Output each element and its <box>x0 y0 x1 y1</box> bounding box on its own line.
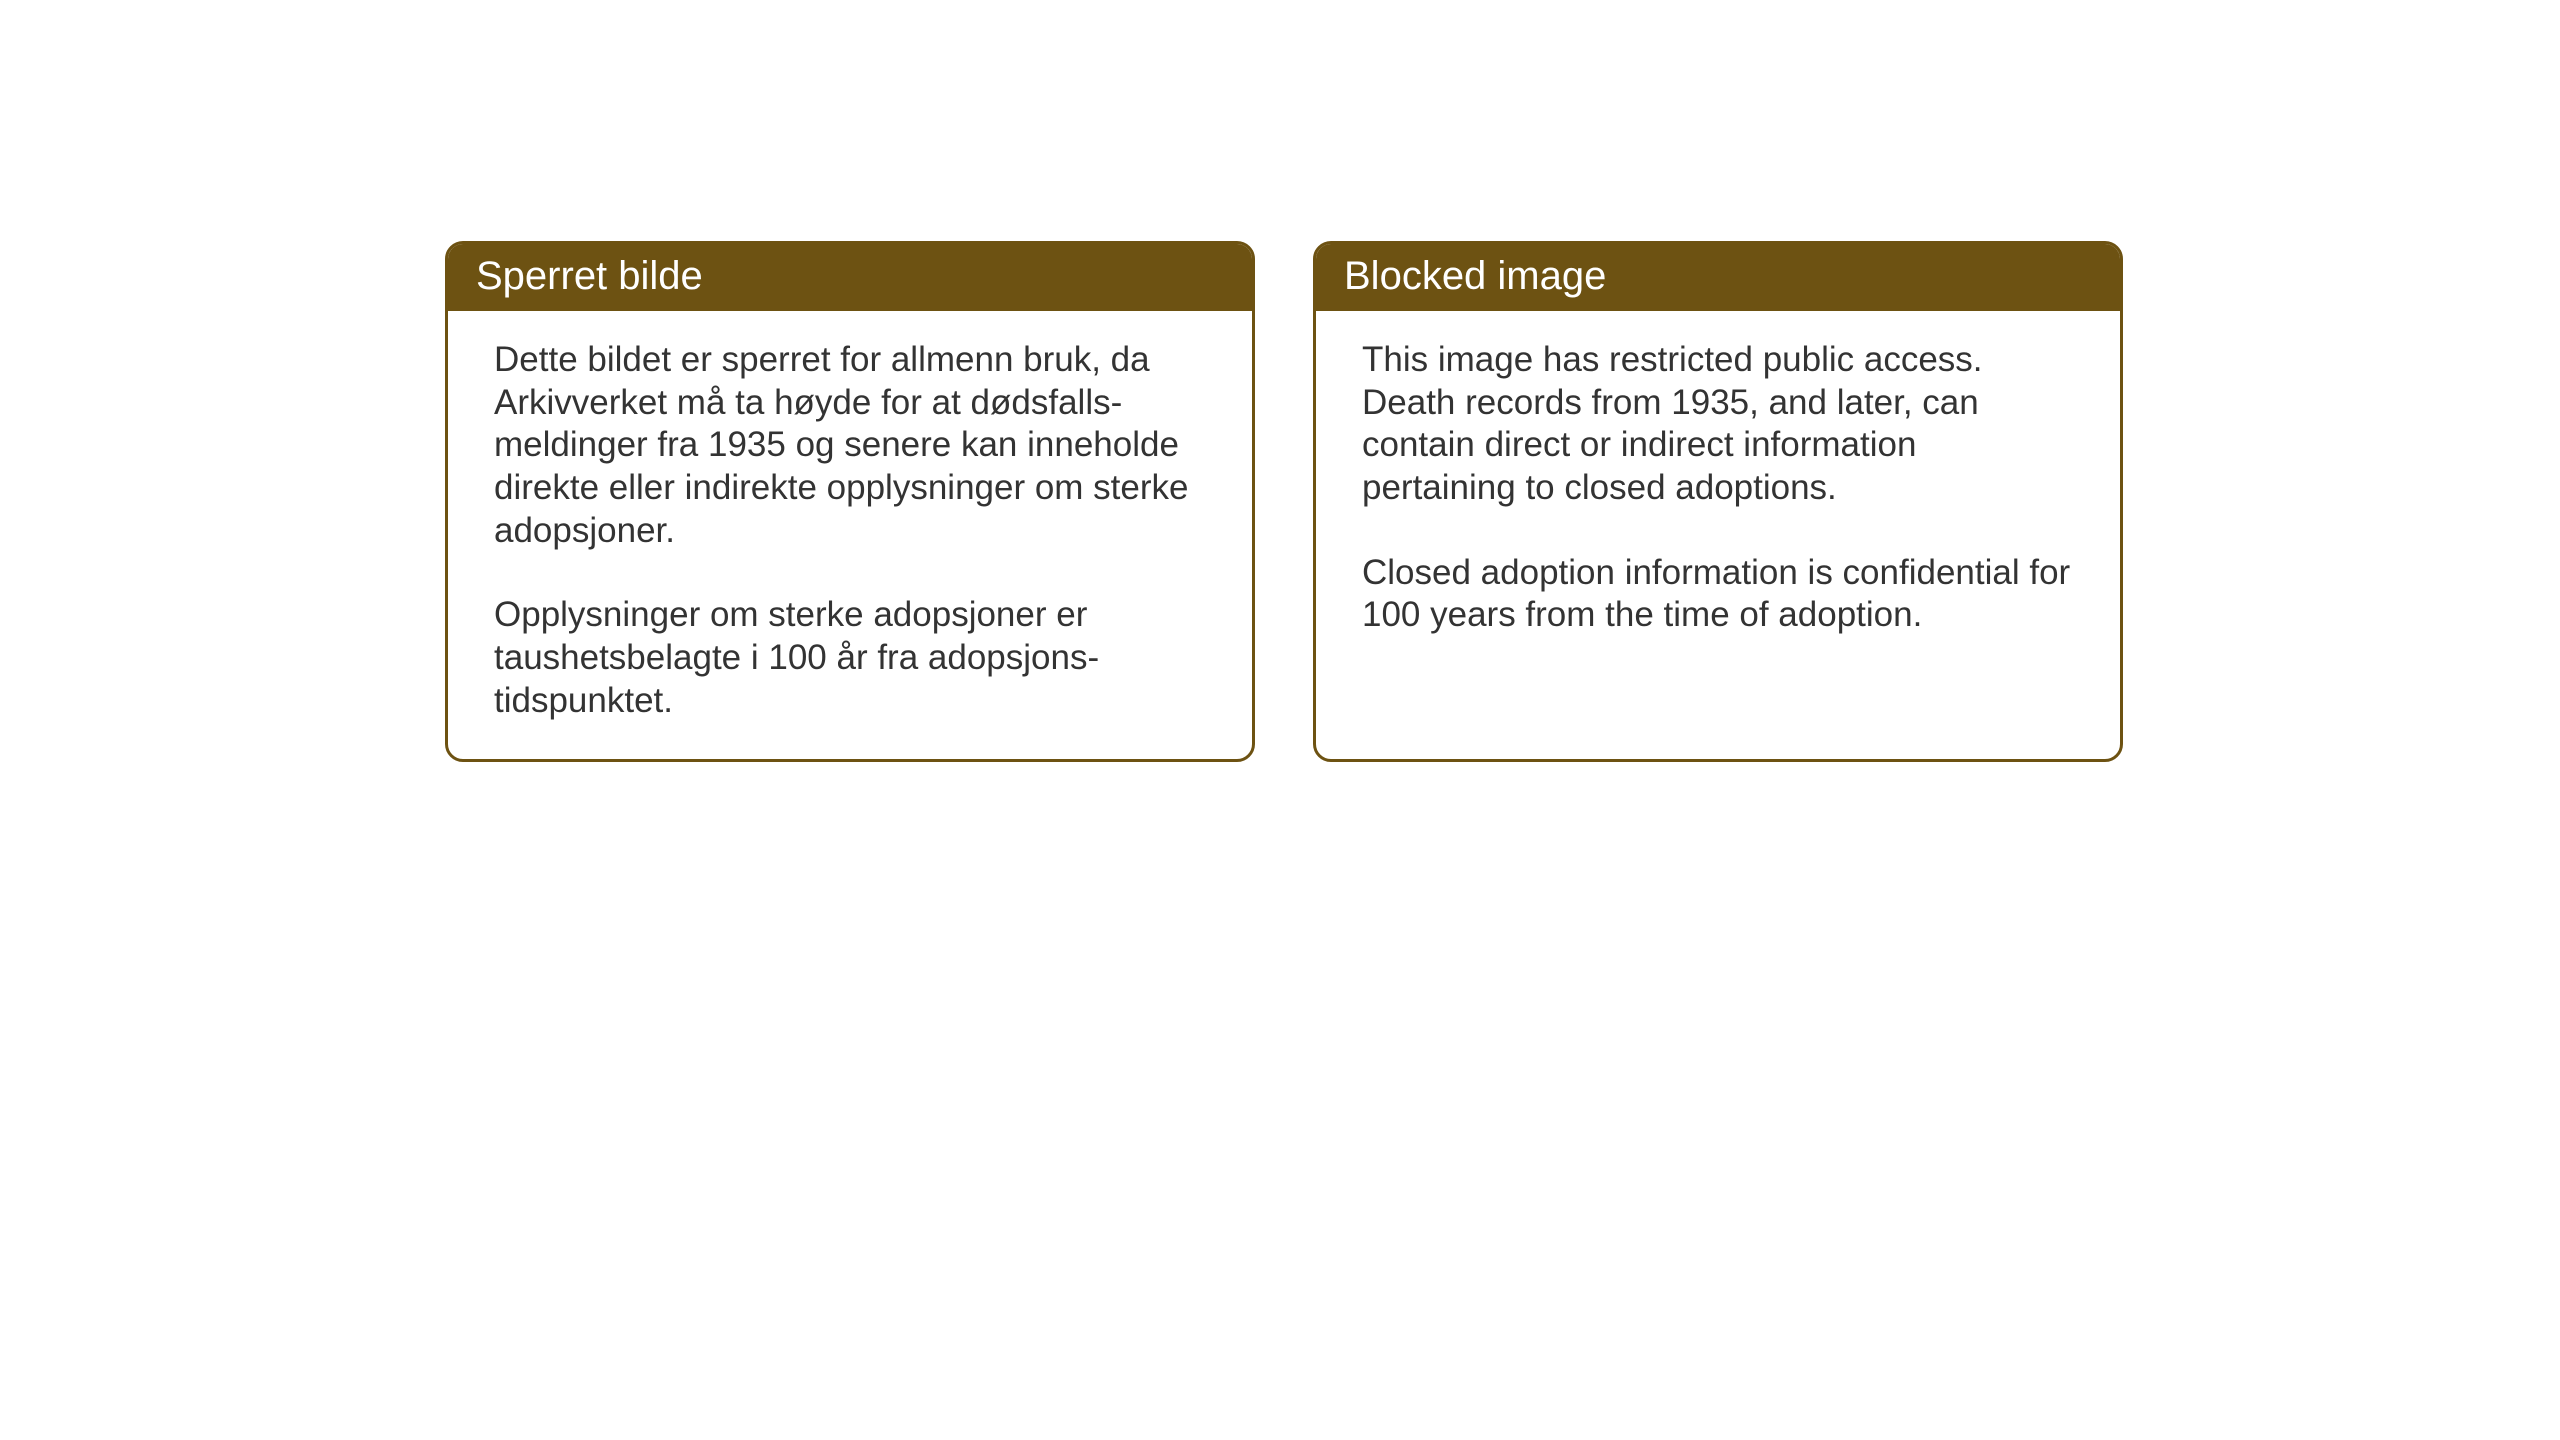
notice-container: Sperret bilde Dette bildet er sperret fo… <box>445 241 2123 762</box>
notice-card-english: Blocked image This image has restricted … <box>1313 241 2123 762</box>
paragraph-norwegian-1: Dette bildet er sperret for allmenn bruk… <box>494 339 1210 552</box>
card-body-english: This image has restricted public access.… <box>1316 311 2120 715</box>
paragraph-english-2: Closed adoption information is confident… <box>1362 552 2078 637</box>
card-header-norwegian: Sperret bilde <box>448 244 1252 311</box>
notice-card-norwegian: Sperret bilde Dette bildet er sperret fo… <box>445 241 1255 762</box>
paragraph-norwegian-2: Opplysninger om sterke adopsjoner er tau… <box>494 594 1210 722</box>
card-body-norwegian: Dette bildet er sperret for allmenn bruk… <box>448 311 1252 759</box>
paragraph-english-1: This image has restricted public access.… <box>1362 339 2078 510</box>
card-header-english: Blocked image <box>1316 244 2120 311</box>
